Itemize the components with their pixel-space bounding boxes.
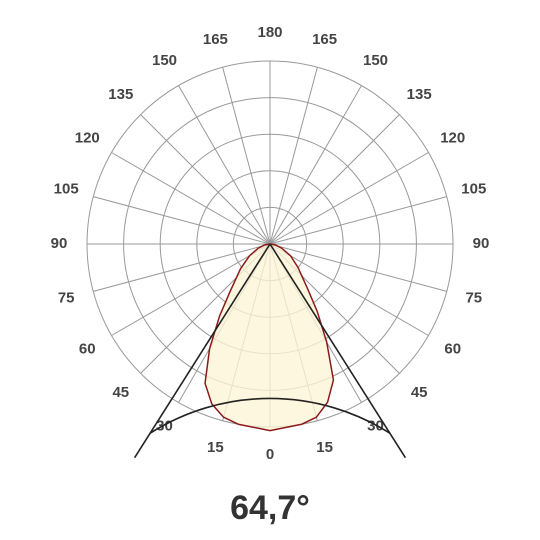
spoke: [269, 85, 362, 245]
beam-line: [269, 243, 407, 459]
angle-label: 45: [112, 384, 129, 401]
angle-label: 165: [203, 31, 228, 48]
spoke: [269, 196, 447, 245]
angle-label: 135: [407, 86, 432, 103]
angle-label: 60: [79, 340, 96, 357]
angle-label: 15: [207, 439, 224, 456]
intensity-curve: [204, 243, 335, 432]
angle-label: 150: [152, 52, 177, 69]
spoke: [269, 243, 447, 292]
angle-label: 15: [316, 439, 333, 456]
angle-label: 150: [363, 52, 388, 69]
angle-label: 75: [58, 290, 75, 307]
angle-label: 90: [473, 235, 490, 252]
beam-line: [133, 243, 271, 459]
angle-label: 75: [465, 290, 482, 307]
spoke: [269, 67, 318, 245]
spoke: [111, 243, 271, 336]
beam-arc: [149, 397, 391, 434]
spoke: [222, 67, 271, 245]
spoke: [93, 196, 271, 245]
spoke: [93, 243, 271, 292]
spoke: [140, 114, 271, 245]
spoke: [178, 85, 271, 245]
angle-label: 105: [54, 180, 79, 197]
angle-label: 0: [266, 446, 274, 463]
spoke: [111, 152, 271, 245]
angle-label: 120: [75, 129, 100, 146]
spoke: [269, 243, 429, 336]
spoke: [269, 152, 429, 245]
angle-label: 45: [411, 384, 428, 401]
angle-label: 120: [440, 129, 465, 146]
beam-angle-label: 64,7°: [230, 489, 310, 527]
angle-label: 105: [461, 180, 486, 197]
angle-label: 180: [257, 24, 282, 41]
angle-label: 60: [444, 340, 461, 357]
angle-label: 90: [51, 235, 68, 252]
spoke: [269, 114, 400, 245]
angle-label: 135: [108, 86, 133, 103]
angle-label: 165: [312, 31, 337, 48]
